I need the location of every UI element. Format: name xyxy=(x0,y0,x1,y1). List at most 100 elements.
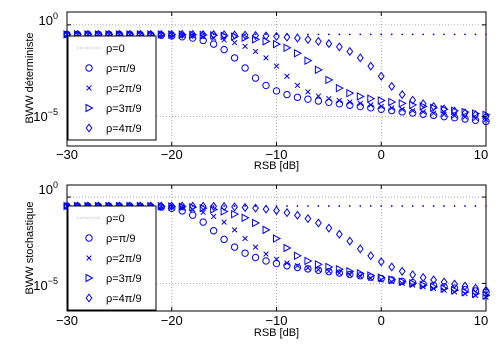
data-point xyxy=(388,105,395,111)
data-point xyxy=(178,202,187,212)
data-point xyxy=(86,85,92,91)
data-point xyxy=(461,115,469,123)
legend-entry-1: ρ=π/9 xyxy=(106,63,135,75)
data-point xyxy=(293,251,303,261)
data-point xyxy=(451,106,458,116)
data-point xyxy=(367,94,376,103)
data-point xyxy=(231,227,238,233)
x-tick-label: −10 xyxy=(265,313,287,328)
data-point xyxy=(401,33,404,36)
data-point xyxy=(284,73,290,80)
data-point xyxy=(305,89,311,95)
data-point xyxy=(422,205,425,207)
data-point xyxy=(304,95,312,103)
data-point xyxy=(335,83,344,93)
data-point xyxy=(252,218,261,228)
data-point xyxy=(357,100,364,107)
data-point xyxy=(314,218,322,228)
legend-symbols xyxy=(77,217,100,303)
data-point xyxy=(304,256,313,266)
data-point xyxy=(377,273,386,282)
legend-line-symbol xyxy=(86,217,88,219)
data-point xyxy=(241,33,250,43)
data-point xyxy=(441,111,447,118)
y-tick-labels: 100 10−5 xyxy=(33,11,58,124)
data-point xyxy=(317,33,320,36)
data-point xyxy=(307,205,309,207)
data-point xyxy=(464,205,466,207)
data-point xyxy=(482,285,490,295)
data-point xyxy=(398,266,406,276)
data-point xyxy=(189,201,197,211)
data-point xyxy=(233,205,236,207)
data-point xyxy=(356,53,364,63)
legend-entry-3: ρ=3π/9 xyxy=(106,103,142,115)
data-point xyxy=(367,61,375,71)
data-point xyxy=(178,201,186,211)
data-point xyxy=(378,103,385,110)
data-point xyxy=(419,99,427,109)
data-point xyxy=(304,34,312,45)
data-point xyxy=(296,205,299,207)
data-point xyxy=(327,33,330,36)
data-point xyxy=(263,251,269,257)
data-point xyxy=(346,236,354,246)
data-point xyxy=(252,203,259,213)
data-point xyxy=(178,29,186,40)
legend-entry-2: ρ=2π/9 xyxy=(106,83,142,95)
data-point xyxy=(482,111,490,122)
y-axis-label: BWW stochastique xyxy=(24,202,36,295)
data-point xyxy=(377,71,385,81)
data-point xyxy=(388,97,397,107)
data-point xyxy=(443,205,445,207)
data-point xyxy=(272,87,281,95)
data-point xyxy=(223,205,226,207)
data-point xyxy=(388,81,396,91)
data-point xyxy=(168,29,176,40)
data-point xyxy=(85,103,94,113)
data-point xyxy=(369,33,372,36)
legend-line-symbol xyxy=(89,47,91,49)
data-point xyxy=(231,39,238,46)
data-point xyxy=(338,33,341,36)
data-point xyxy=(314,266,323,274)
data-point xyxy=(356,269,365,278)
legend-entry-0: ρ=0 xyxy=(106,43,125,55)
data-point xyxy=(157,29,165,40)
data-point xyxy=(380,33,383,36)
data-point xyxy=(242,235,248,242)
x-axis-label: RSB [dB] xyxy=(254,160,299,172)
data-point xyxy=(408,109,417,117)
data-point xyxy=(86,255,92,261)
y-tick-label: 100 xyxy=(39,180,58,197)
x-tick-label: −20 xyxy=(161,147,183,162)
x-axis-label: RSB [dB] xyxy=(254,327,299,339)
data-point xyxy=(485,33,487,36)
data-point xyxy=(252,48,259,55)
y-tick-label: 10−5 xyxy=(33,276,58,293)
x-tick-label: 0 xyxy=(378,147,385,162)
data-point xyxy=(85,273,94,283)
data-point xyxy=(419,102,428,111)
data-point xyxy=(317,205,320,207)
data-point xyxy=(325,262,334,272)
data-point xyxy=(199,29,207,40)
data-point xyxy=(482,117,490,126)
data-point xyxy=(422,33,425,36)
data-point xyxy=(304,56,313,65)
data-point xyxy=(293,93,302,102)
data-point xyxy=(262,225,271,235)
data-point xyxy=(220,235,228,244)
data-point xyxy=(451,279,458,289)
data-point xyxy=(347,99,353,105)
data-point xyxy=(356,244,364,254)
data-point xyxy=(241,213,250,223)
data-point xyxy=(273,63,280,69)
data-point xyxy=(325,38,333,49)
data-point xyxy=(388,275,397,284)
legend-line-symbol xyxy=(80,47,82,49)
legend-line-symbol xyxy=(77,47,79,49)
data-point xyxy=(252,30,259,41)
data-point xyxy=(327,205,330,207)
data-point xyxy=(251,74,260,82)
